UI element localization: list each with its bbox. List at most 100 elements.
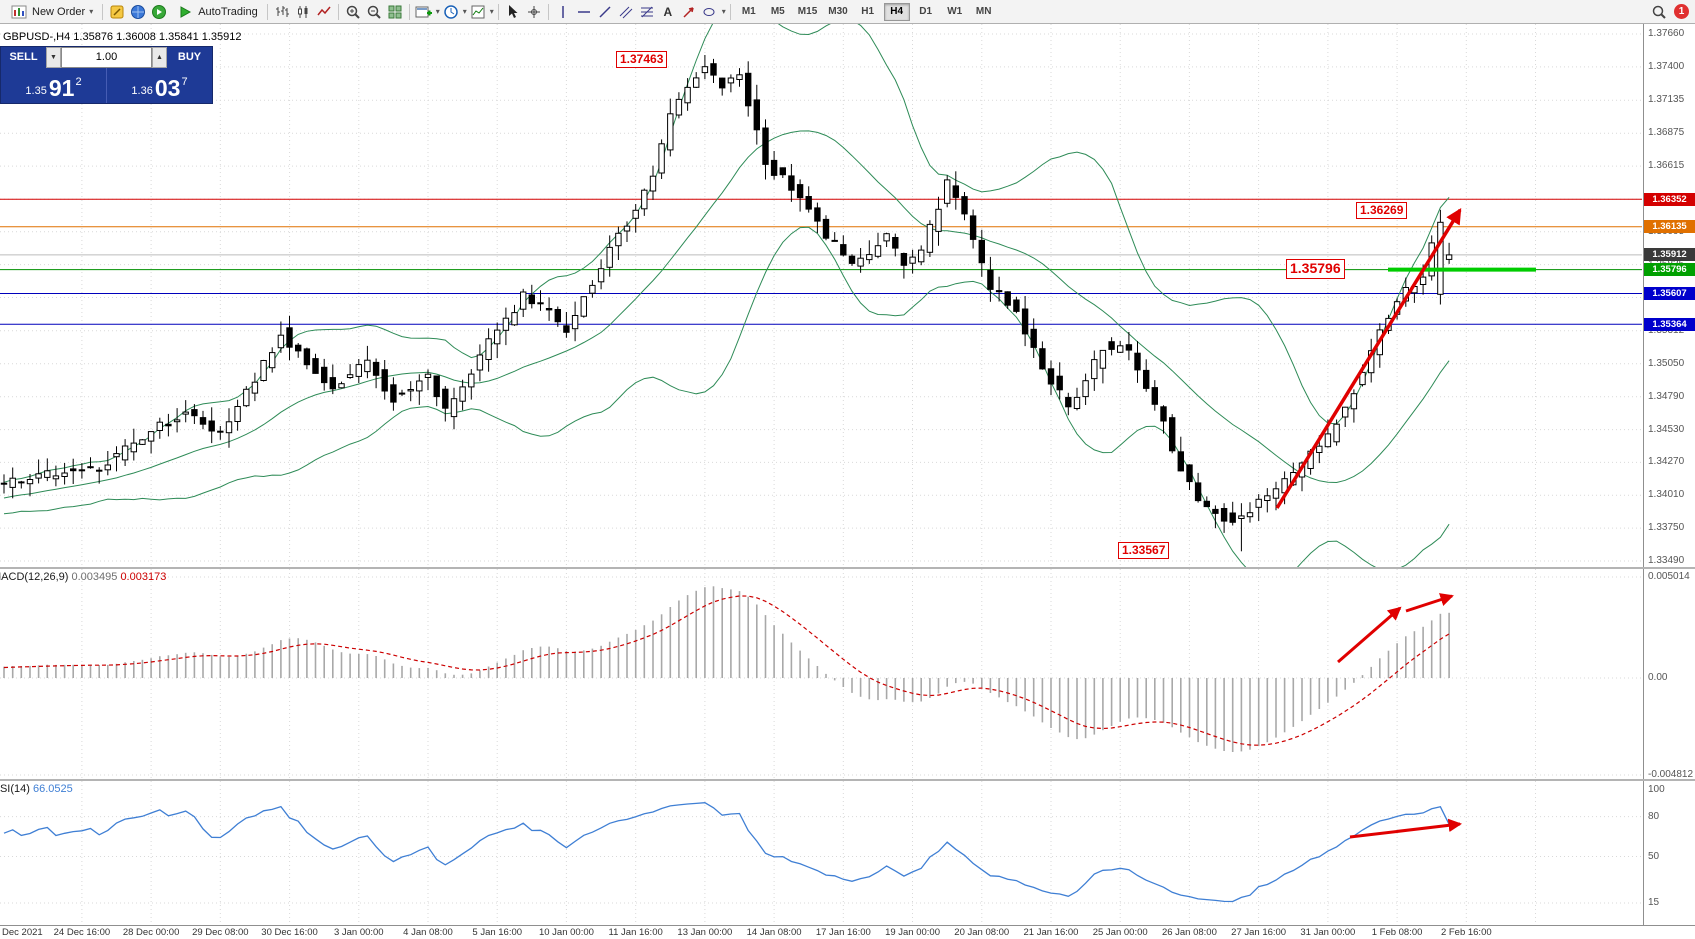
tf-mn-button[interactable]: MN (971, 3, 997, 21)
tf-d1-button[interactable]: D1 (913, 3, 939, 21)
toolbar-separator (729, 3, 731, 20)
zoom-in-icon[interactable] (343, 1, 363, 22)
price-tag: 1.35796 (1644, 263, 1695, 277)
indicators-icon[interactable] (468, 1, 488, 22)
metaeditor-icon[interactable] (107, 1, 127, 22)
volume-down-stepper[interactable]: ▼ (46, 47, 61, 68)
price-axis-label: 1.37135 (1648, 94, 1685, 106)
rsi-value: 66.0525 (32, 783, 73, 795)
notification-badge[interactable]: 1 (1674, 4, 1689, 19)
panel-splitter[interactable] (0, 567, 1695, 569)
price-tag: 1.35607 (1644, 286, 1695, 300)
rsi-axis-label: 80 (1648, 810, 1660, 822)
toolbar-separator (102, 3, 104, 20)
zoom-out-icon[interactable] (364, 1, 384, 22)
volume-input[interactable]: 1.00 (61, 47, 152, 68)
price-axis-label: 1.34530 (1648, 423, 1685, 435)
time-axis-label: 20 Jan 08:00 (954, 927, 1010, 938)
period-icon[interactable] (441, 1, 461, 22)
rsi-canvas[interactable] (0, 781, 1642, 925)
price-axis-label: 1.36875 (1648, 127, 1685, 139)
bar-chart-icon[interactable] (272, 1, 292, 22)
play-icon (175, 1, 195, 22)
macd-main-value: 0.003495 (71, 571, 118, 583)
time-axis-label: 27 Jan 16:00 (1231, 927, 1287, 938)
channel-icon[interactable] (616, 1, 636, 22)
time-axis-label: 19 Jan 00:00 (885, 927, 940, 938)
volume-up-stepper[interactable]: ▲ (152, 47, 167, 68)
price-annotation[interactable]: 1.36269 (1356, 202, 1408, 219)
candlestick-chart-icon[interactable] (293, 1, 313, 22)
sell-price-display[interactable]: 1.35 91 2 (1, 68, 106, 103)
chevron-down-icon[interactable]: ▾ (489, 7, 494, 16)
price-tag: 1.36352 (1644, 192, 1695, 206)
sell-button[interactable]: SELL (1, 47, 46, 68)
vertical-line-icon[interactable] (553, 1, 573, 22)
buy-price-prefix: 1.36 (131, 85, 153, 97)
price-annotation[interactable]: 1.33567 (1118, 542, 1170, 559)
time-axis-label: 5 Jan 16:00 (472, 927, 523, 938)
arrow-tool-icon[interactable] (679, 1, 699, 22)
tf-m5-button[interactable]: M5 (765, 3, 791, 21)
shapes-icon[interactable] (700, 1, 720, 22)
time-axis-label: 1 Feb 08:00 (1371, 927, 1423, 938)
trendline-icon[interactable] (595, 1, 615, 22)
tf-h4-button[interactable]: H4 (883, 2, 910, 21)
panel-splitter[interactable] (0, 779, 1695, 781)
time-axis-label: 10 Jan 00:00 (538, 927, 594, 938)
price-tag: 1.36135 (1644, 220, 1695, 234)
buy-price-display[interactable]: 1.36 03 7 (106, 68, 212, 103)
one-click-trading-panel: SELL ▼ 1.00 ▲ BUY 1.35 91 2 1.36 03 7 (0, 46, 213, 104)
tf-h1-button[interactable]: H1 (855, 3, 881, 21)
rsi-axis-label: 50 (1648, 850, 1660, 862)
price-axis-border (1643, 24, 1644, 939)
toolbar-separator (337, 3, 339, 20)
price-annotation[interactable]: 1.37463 (616, 51, 668, 68)
new-order-button[interactable]: New Order ▾ (4, 1, 98, 22)
price-annotation[interactable]: 1.35796 (1286, 259, 1345, 279)
search-icon[interactable] (1649, 1, 1669, 22)
time-axis-label: 21 Jan 16:00 (1023, 927, 1079, 938)
line-chart-icon[interactable] (314, 1, 334, 22)
tf-w1-button[interactable]: W1 (942, 3, 968, 21)
new-chart-icon[interactable] (414, 1, 434, 22)
autotrading-status-icon[interactable] (149, 1, 169, 22)
crosshair-icon[interactable] (524, 1, 544, 22)
price-axis-label: 1.36615 (1648, 160, 1685, 172)
price-tag: 1.35364 (1644, 317, 1695, 331)
time-axis-label: 30 Dec 16:00 (261, 927, 318, 938)
price-axis-label: 1.37660 (1648, 28, 1685, 39)
new-order-icon (9, 1, 29, 22)
new-order-label: New Order (32, 5, 86, 18)
text-tool-icon[interactable]: A (663, 4, 673, 19)
rsi-axis-label: 100 (1648, 784, 1665, 795)
macd-axis-label: 0.00 (1648, 672, 1668, 684)
price-axis-label: 1.34790 (1648, 390, 1685, 402)
tf-m1-button[interactable]: M1 (736, 3, 762, 21)
horizontal-line-icon[interactable] (574, 1, 594, 22)
time-axis-label: 3 Jan 00:00 (333, 927, 384, 938)
tf-m15-button[interactable]: M15 (794, 3, 821, 21)
main-chart-canvas[interactable] (0, 24, 1642, 567)
fibonacci-icon[interactable] (637, 1, 657, 22)
time-axis[interactable]: Dec 2021 24 Dec 16:00 28 Dec 00:00 29 Dec 0… (0, 925, 1695, 939)
autotrading-button[interactable]: AutoTrading (170, 1, 263, 22)
chevron-down-icon[interactable]: ▾ (462, 7, 467, 16)
time-axis-label: 28 Dec 00:00 (122, 927, 180, 938)
sell-price-big: 91 (48, 75, 75, 101)
community-icon[interactable] (128, 1, 148, 22)
cursor-icon[interactable] (503, 1, 523, 22)
toolbar: New Order ▾ AutoTrading (0, 0, 1695, 24)
chevron-down-icon[interactable]: ▾ (435, 7, 440, 16)
tf-m30-button[interactable]: M30 (824, 3, 851, 21)
chevron-down-icon[interactable]: ▾ (721, 7, 726, 16)
buy-button[interactable]: BUY (167, 47, 212, 68)
macd-panel: MACD(12,26,9) 0.003495 0.003173 0.005014… (0, 569, 1695, 779)
sell-price-prefix: 1.35 (25, 85, 47, 97)
buy-price-big: 03 (154, 75, 181, 101)
macd-canvas[interactable] (0, 569, 1642, 779)
time-axis-label: 17 Jan 16:00 (815, 927, 871, 938)
price-axis-label: 1.33750 (1648, 522, 1685, 534)
tile-windows-icon[interactable] (385, 1, 405, 22)
macd-signal-value: 0.003173 (120, 571, 167, 583)
